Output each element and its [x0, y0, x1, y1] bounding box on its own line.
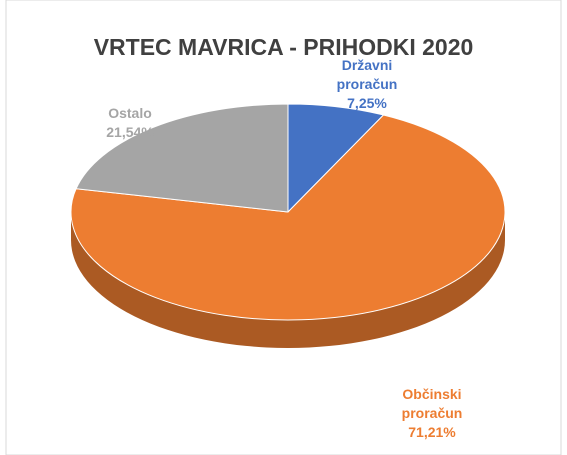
- data-label: Ostalo 21,54%: [85, 104, 175, 142]
- label-value: 7,25%: [347, 95, 387, 111]
- data-label: Državni proračun 7,25%: [322, 56, 412, 113]
- pie-side: [71, 212, 505, 348]
- data-label: Občinski proračun 71,21%: [387, 385, 477, 442]
- label-value: 71,21%: [408, 424, 456, 440]
- pie-slice: [75, 103, 289, 213]
- frame: [5, 0, 562, 455]
- pie-slice: [287, 103, 385, 214]
- pie-slice: [70, 114, 506, 321]
- label-name: Državni proračun: [336, 57, 398, 92]
- label-name: Ostalo: [108, 105, 152, 121]
- label-value: 21,54%: [106, 124, 154, 140]
- chart-title: VRTEC MAVRICA - PRIHODKI 2020: [93, 34, 474, 60]
- label-name: Občinski proračun: [401, 386, 463, 421]
